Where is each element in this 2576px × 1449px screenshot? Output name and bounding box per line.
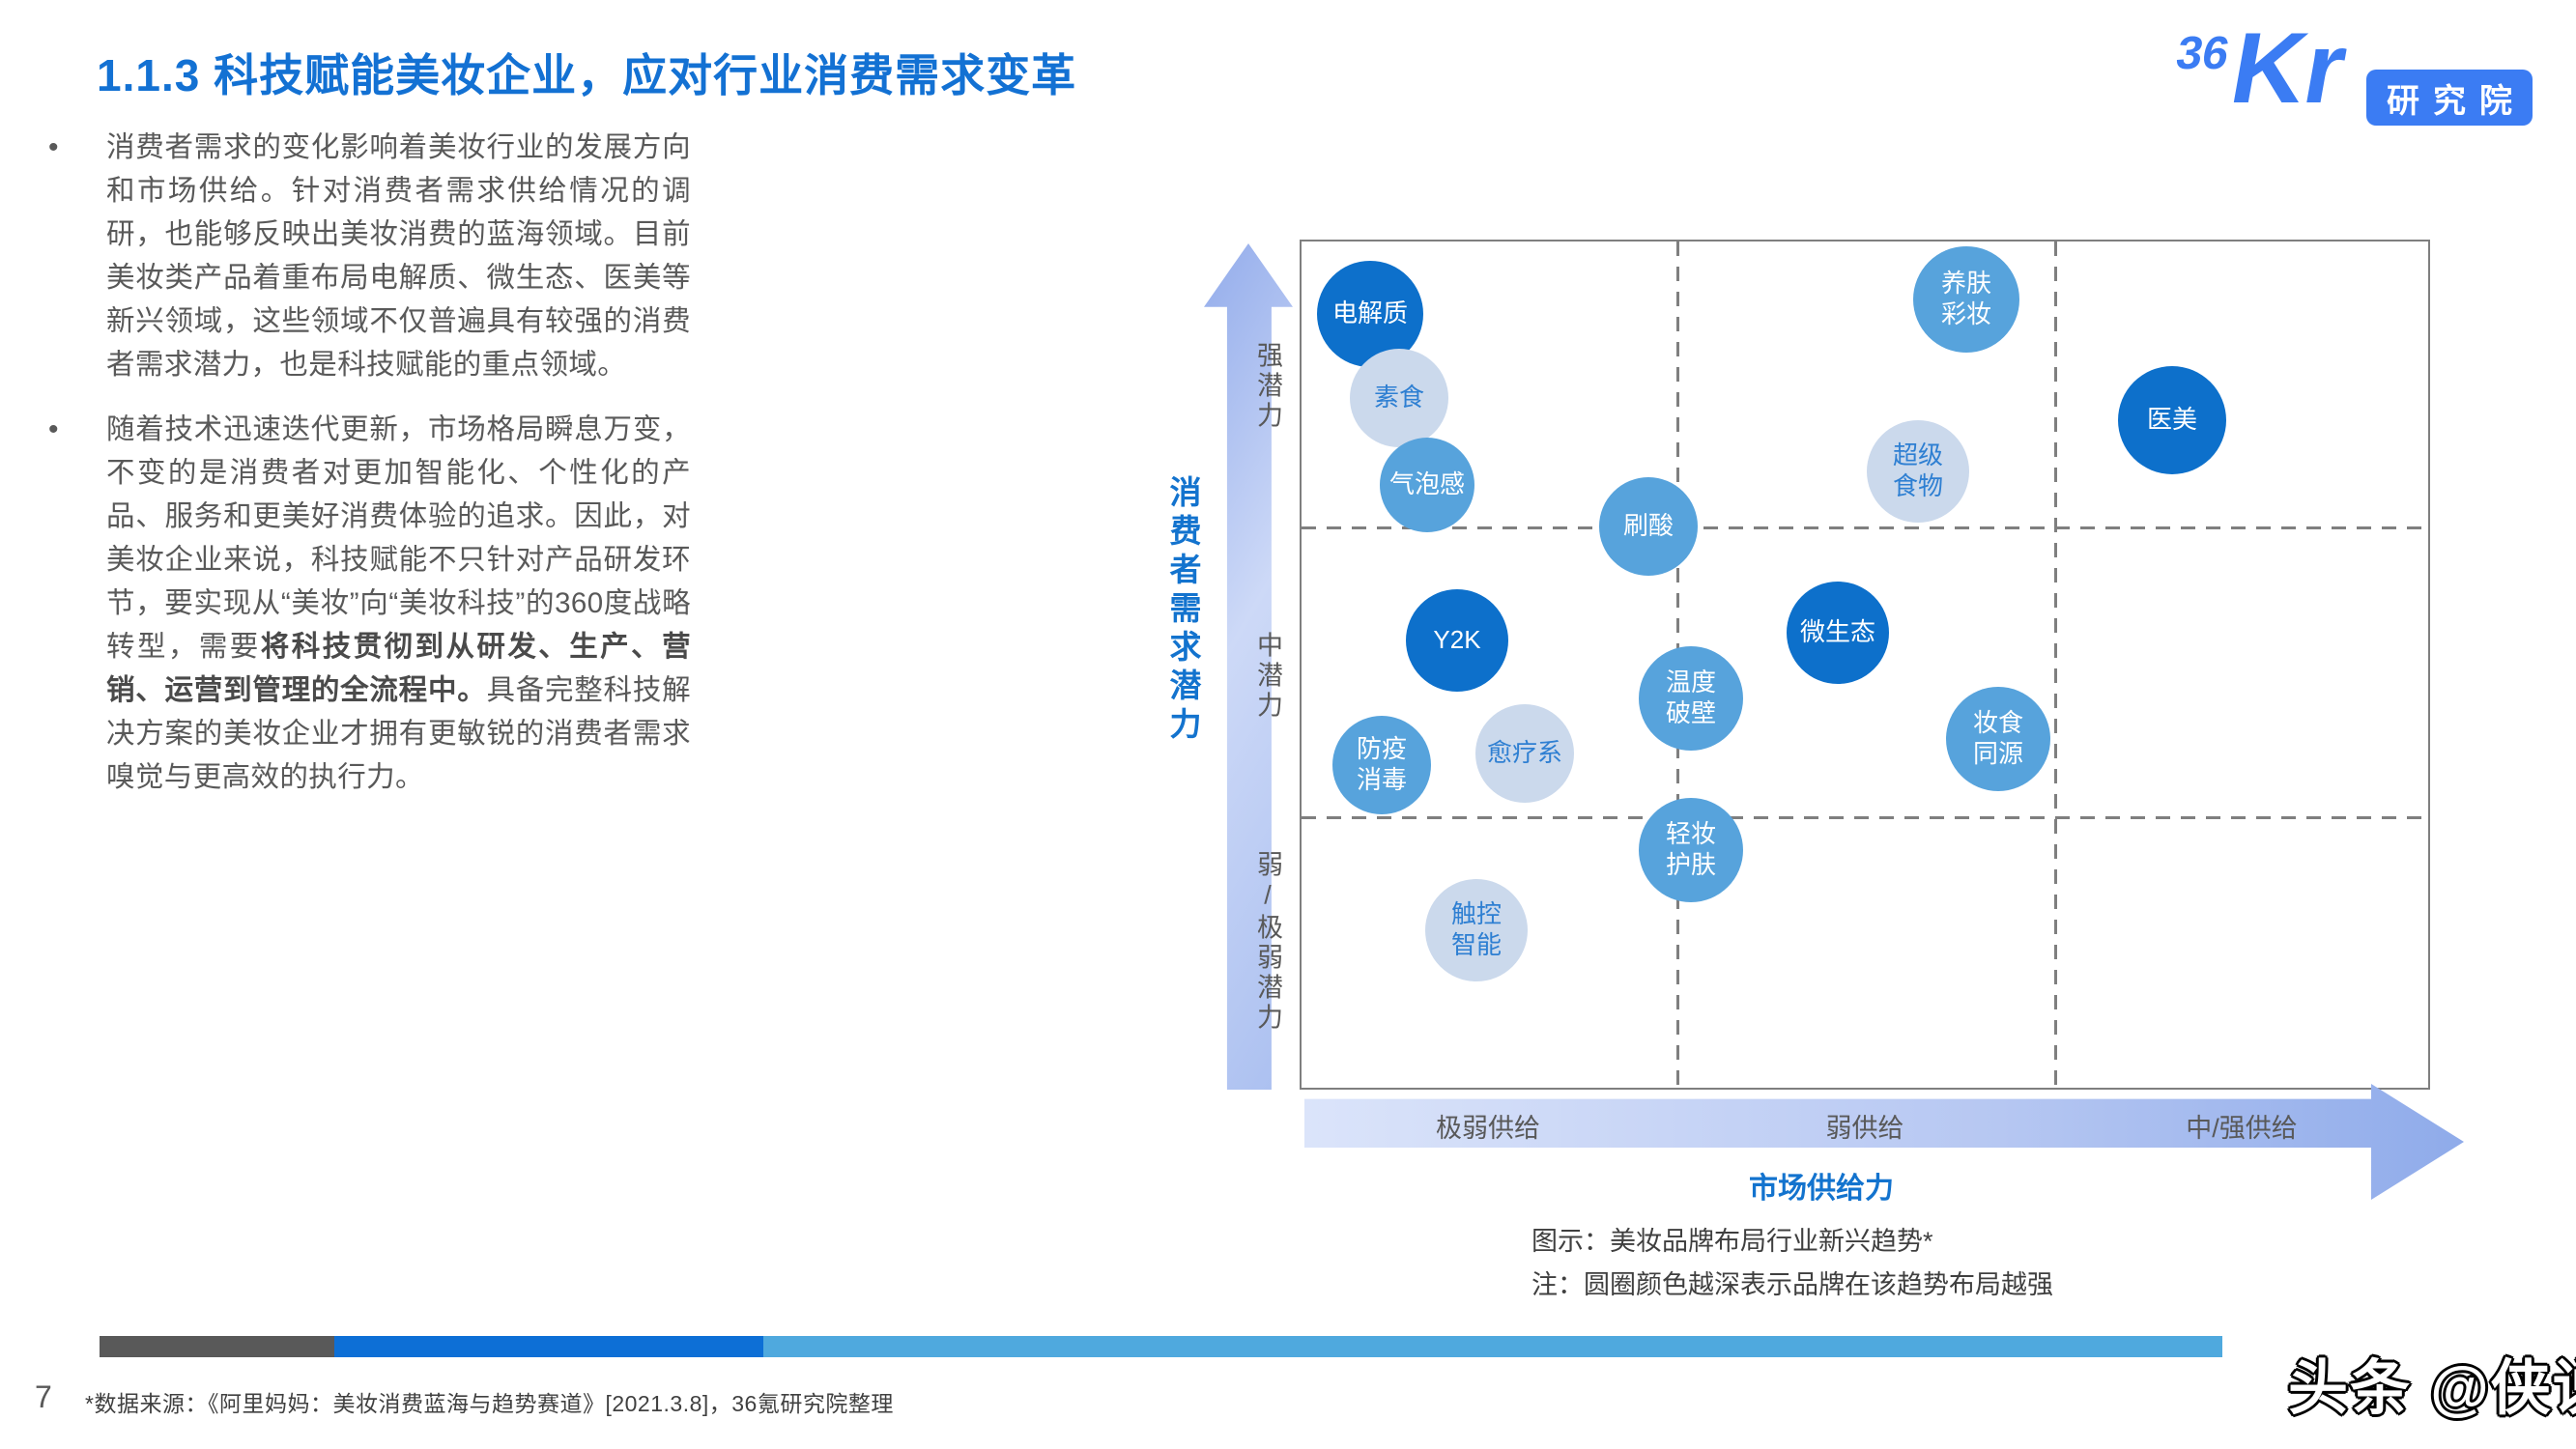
x-band-label-very-weak: 极弱供给 [1436, 1114, 1540, 1143]
page-number: 7 [35, 1379, 52, 1414]
footer-bar-segment-gray [100, 1336, 334, 1357]
chart-caption-note: 注：圆圈颜色越深表示品牌在该趋势布局越强 [1531, 1270, 2053, 1299]
footer-bar-segment-lightblue [763, 1336, 2222, 1357]
bullet-text-run: 随着技术迅速迭代更新，市场格局瞬息万变，不变的是消费者对更加智能化、个性化的产品… [106, 413, 691, 663]
chart-bubble: 刷酸 [1599, 477, 1698, 576]
footer-bar-segment-blue [334, 1336, 763, 1357]
y-band-label-strong: 强潜力 [1253, 341, 1282, 432]
x-band-label-weak: 弱供给 [1825, 1114, 1904, 1143]
y-band-label-mid: 中潜力 [1253, 631, 1282, 722]
y-band-label-weak: 弱/极弱潜力 [1253, 850, 1282, 1034]
gridline-horizontal-2 [1302, 816, 2428, 819]
bullet-dot: • [48, 131, 59, 163]
watermark: 头条 @侠说 [2288, 1355, 2576, 1422]
gridline-vertical-2 [2054, 242, 2057, 1088]
chart-bubble: 素食 [1350, 349, 1448, 447]
chart-bubble: 养肤 彩妆 [1913, 246, 2019, 353]
chart-bubble: 温度 破壁 [1639, 646, 1743, 751]
bullet-list: • 消费者需求的变化影响着美妆行业的发展方向和市场供给。针对消费者需求供给情况的… [46, 126, 691, 820]
chart-bubble: 愈疗系 [1475, 704, 1574, 803]
page-title: 1.1.3 科技赋能美妆企业，应对行业消费需求变革 [97, 50, 1077, 100]
logo-badge: 研究院 [2366, 70, 2533, 126]
logo-kr: Kr [2222, 13, 2355, 125]
x-band-label-mid-strong: 中/强供给 [2186, 1114, 2298, 1143]
bullet-text-bold-run: 将科技贯彻到从研发、生产、营销、运营到管理的全流程中。 [106, 631, 691, 706]
logo-36kr: 36 Kr 研究院 [2172, 13, 2544, 127]
chart-bubble: 气泡感 [1380, 438, 1474, 532]
chart-bubble: 防疫 消毒 [1332, 716, 1431, 814]
chart-caption-title: 图示：美妆品牌布局行业新兴趋势* [1531, 1227, 1933, 1256]
chart-bubble: 医美 [2118, 366, 2226, 474]
logo-36: 36 [2172, 28, 2234, 79]
chart-bubble: 微生态 [1787, 582, 1889, 684]
chart-bubble: 轻妆 护肤 [1639, 798, 1743, 902]
chart-bubble: 触控 智能 [1425, 879, 1528, 981]
bullet-dot: • [48, 413, 59, 445]
bullet-item: • 消费者需求的变化影响着美妆行业的发展方向和市场供给。针对消费者需求供给情况的… [46, 126, 691, 386]
footnote: *数据来源：《阿里妈妈：美妆消费蓝海与趋势赛道》[2021.3.8]，36氪研究… [85, 1391, 894, 1416]
bullet-item: • 随着技术迅速迭代更新，市场格局瞬息万变，不变的是消费者对更加智能化、个性化的… [46, 408, 691, 799]
chart-bubble: 妆食 同源 [1946, 687, 2050, 791]
x-axis-title: 市场供给力 [1749, 1173, 1894, 1205]
bullet-text: 消费者需求的变化影响着美妆行业的发展方向和市场供给。针对消费者需求供给情况的调研… [106, 126, 691, 386]
y-axis-title: 消费者需求潜力 [1165, 475, 1201, 746]
bullet-text-run: 消费者需求的变化影响着美妆行业的发展方向和市场供给。针对消费者需求供给情况的调研… [106, 131, 691, 381]
bullet-text-run: 具备完整科技解决方案的美妆企业才拥有更敏锐的消费者需求嗅觉与更高效的执行力。 [106, 674, 691, 793]
gridline-horizontal-1 [1302, 526, 2428, 529]
chart-bubble: 超级 食物 [1867, 420, 1969, 523]
bullet-text: 随着技术迅速迭代更新，市场格局瞬息万变，不变的是消费者对更加智能化、个性化的产品… [106, 408, 691, 799]
chart-bubble: Y2K [1406, 589, 1508, 692]
